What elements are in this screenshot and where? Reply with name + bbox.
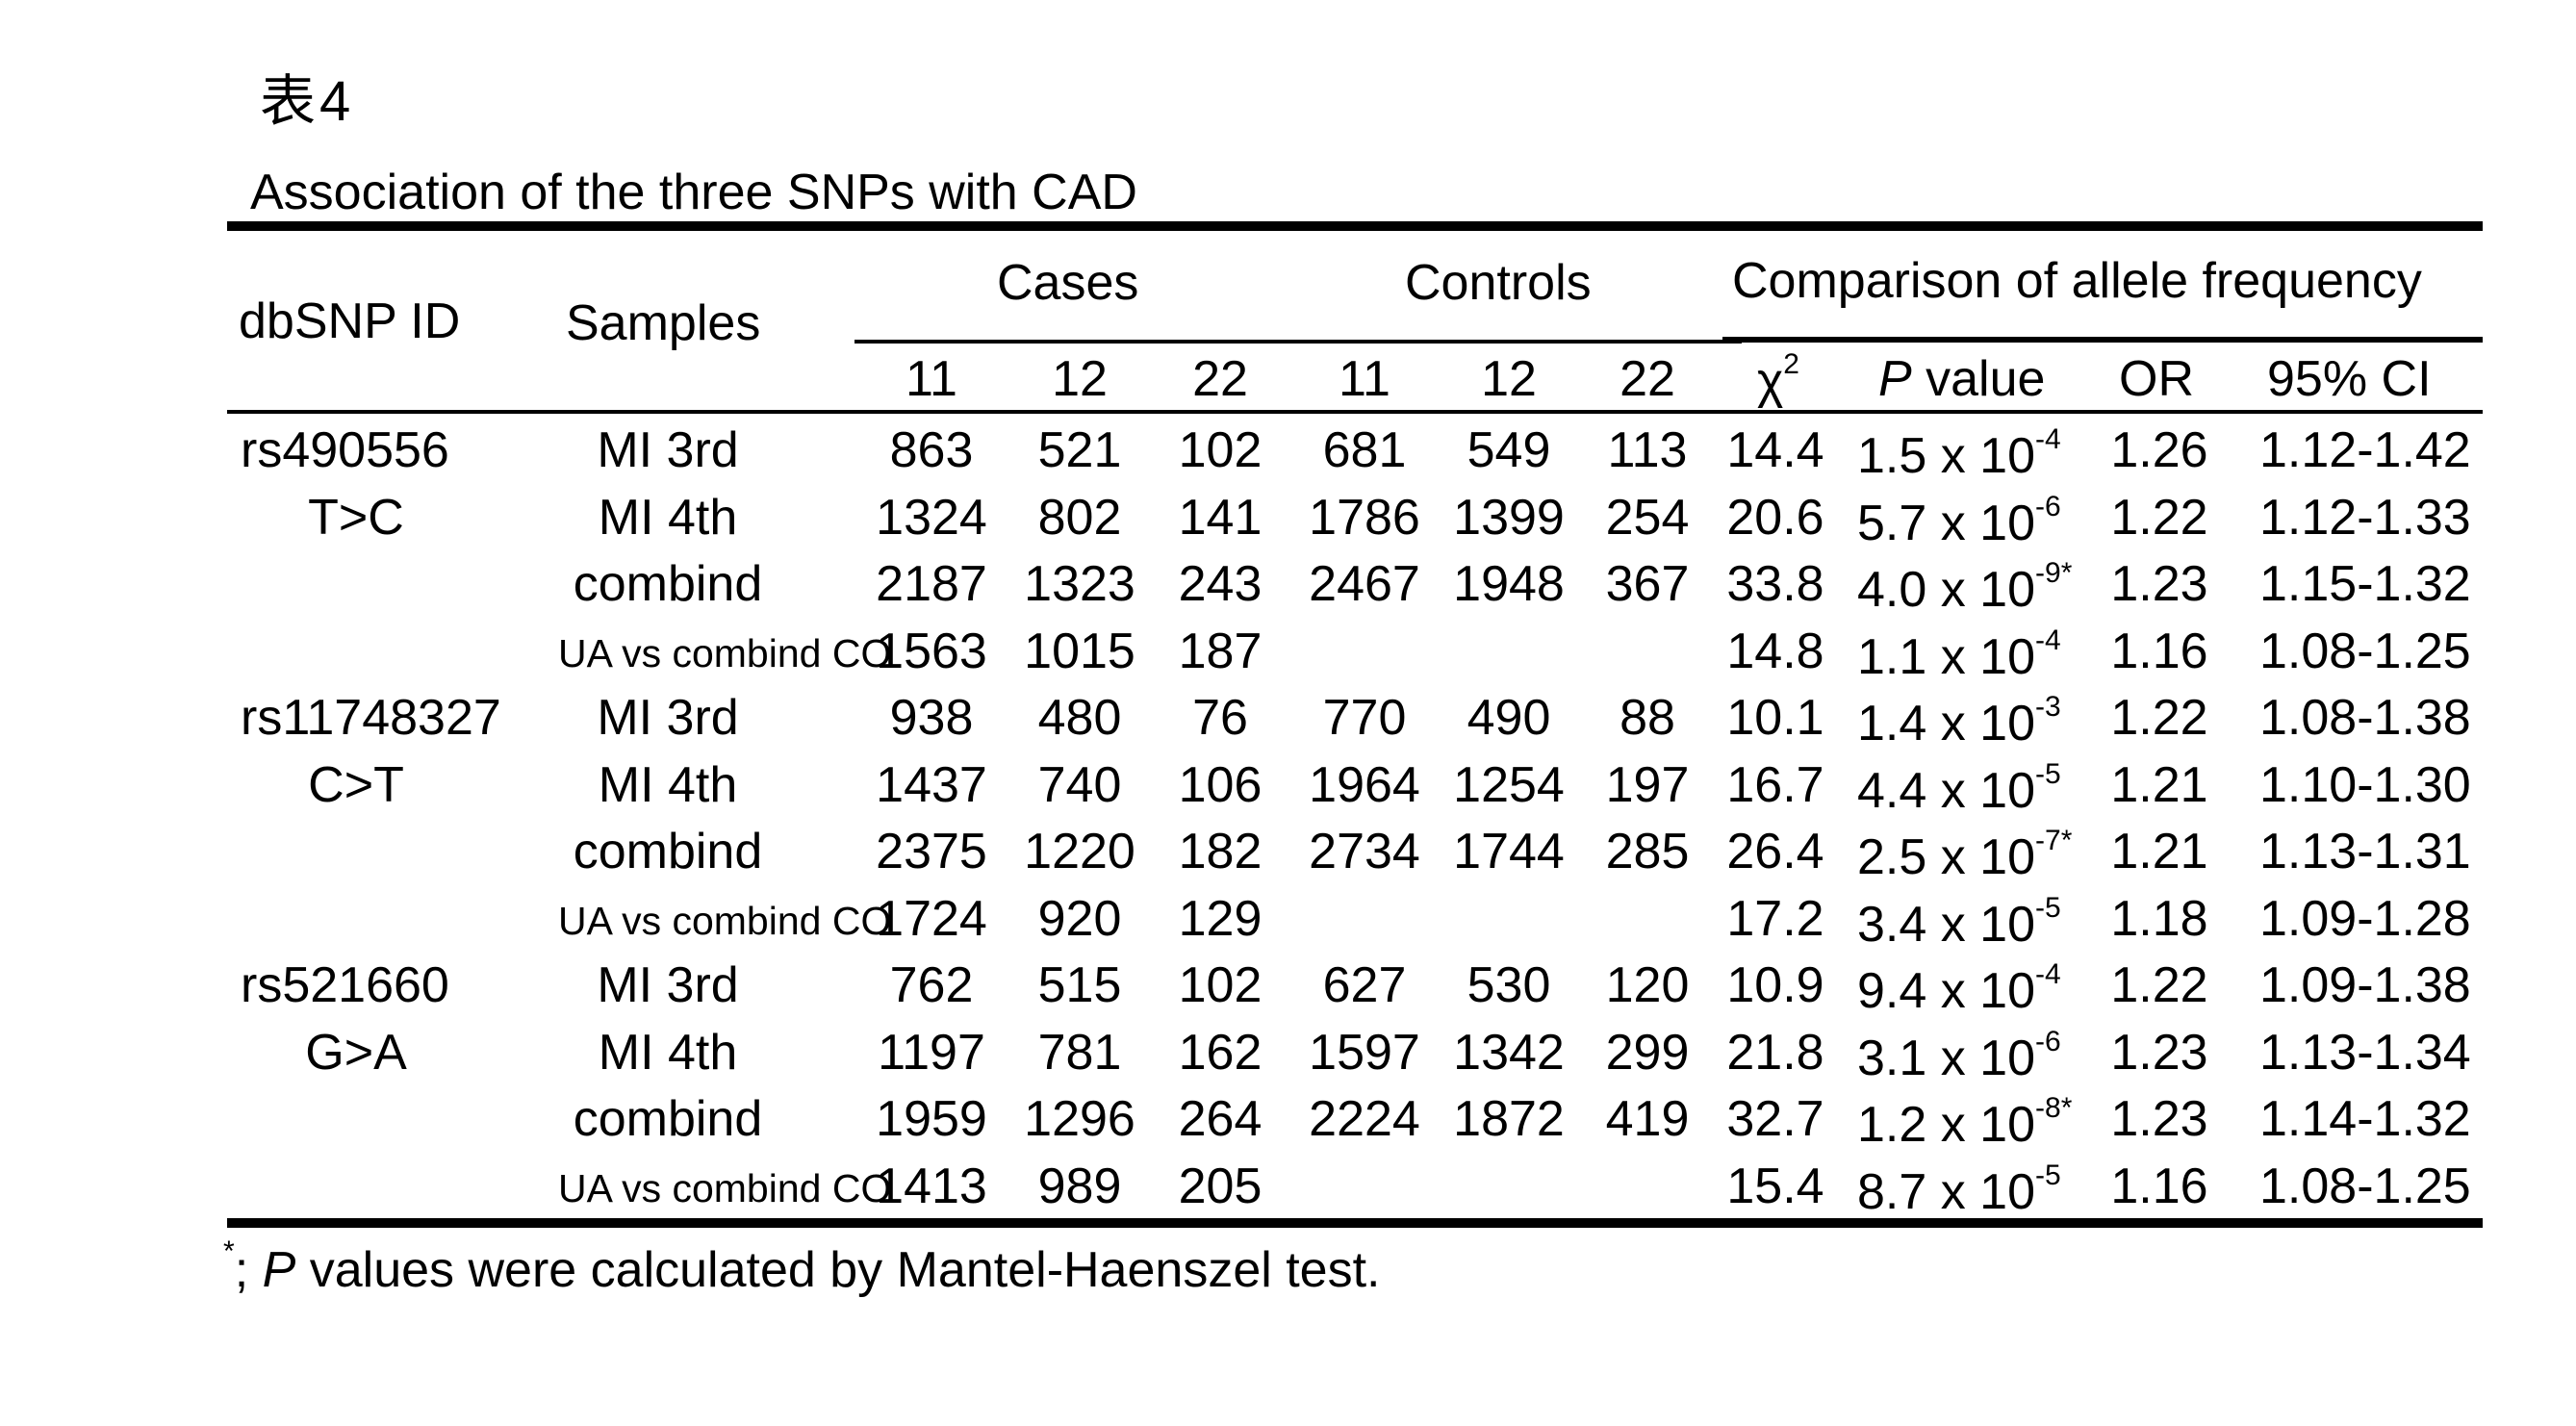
confidence-interval: 1.08-1.38 [2259,693,2452,743]
p-value: 1.5 x 10-4 [1857,431,2061,481]
snp-id: rs521660 [241,960,449,1010]
sample-label: combind [572,827,764,877]
odds-ratio: 1.26 [2063,425,2256,475]
footnote: *; P values were calculated by Mantel-Ha… [223,1241,1381,1299]
cases-count: 205 [1124,1161,1316,1211]
p-value: 9.4 x 10-4 [1857,966,2061,1016]
header-cases-11: 11 [893,354,970,404]
header-ci: 95% CI [2267,354,2432,404]
p-value: 3.1 x 10-6 [1857,1033,2061,1083]
cases-count: 129 [1124,894,1316,944]
p-value: 5.7 x 10-6 [1857,498,2061,548]
odds-ratio: 1.21 [2063,827,2256,877]
p-value: 4.4 x 10-5 [1857,766,2061,816]
header-dbsnp-id: dbSNP ID [239,296,460,346]
p-value: 8.7 x 10-5 [1857,1167,2061,1217]
chi-square-value: 32.7 [1679,1094,1872,1144]
header-comparison: Comparison of allele frequency [1732,256,2422,306]
confidence-interval: 1.13-1.34 [2259,1028,2452,1078]
chi-square-value: 17.2 [1679,894,1872,944]
sample-label: combind [572,1094,764,1144]
confidence-interval: 1.12-1.42 [2259,425,2452,475]
confidence-interval: 1.12-1.33 [2259,493,2452,543]
snp-id: rs490556 [241,425,449,475]
sample-label: UA vs combind CO [558,1169,847,1209]
confidence-interval: 1.08-1.25 [2259,626,2452,676]
confidence-interval: 1.14-1.32 [2259,1094,2452,1144]
chi-square-value: 14.4 [1679,425,1872,475]
header-controls-12: 12 [1470,354,1547,404]
confidence-interval: 1.08-1.25 [2259,1161,2452,1211]
header-controls-11: 11 [1326,354,1403,404]
p-value: 2.5 x 10-7* [1857,832,2072,882]
sample-label: MI 3rd [572,693,764,743]
chi-square-value: 10.1 [1679,693,1872,743]
odds-ratio: 1.23 [2063,1094,2256,1144]
header-cases-12: 12 [1041,354,1118,404]
odds-ratio: 1.23 [2063,1028,2256,1078]
header-cases-22: 22 [1182,354,1259,404]
sample-label: MI 4th [572,1028,764,1078]
sample-label: UA vs combind CO [558,634,847,674]
allele-change: G>A [260,1028,452,1078]
header-or: OR [2119,354,2194,404]
odds-ratio: 1.18 [2063,894,2256,944]
sample-label: MI 4th [572,493,764,543]
header-chi-square: χ2 [1757,356,1799,406]
odds-ratio: 1.22 [2063,493,2256,543]
sample-label: combind [572,559,764,609]
table-title: Association of the three SNPs with CAD [250,164,1137,221]
confidence-interval: 1.09-1.38 [2259,960,2452,1010]
chi-square-value: 14.8 [1679,626,1872,676]
odds-ratio: 1.22 [2063,960,2256,1010]
header-p-value: P value [1878,354,2045,404]
confidence-interval: 1.10-1.30 [2259,760,2452,810]
sample-label: MI 3rd [572,425,764,475]
confidence-interval: 1.09-1.28 [2259,894,2452,944]
chi-square-value: 16.7 [1679,760,1872,810]
table-label: 表4 [260,56,354,137]
allele-change: T>C [260,493,452,543]
sample-label: MI 3rd [572,960,764,1010]
chi-square-value: 10.9 [1679,960,1872,1010]
snp-id: rs11748327 [241,693,501,743]
odds-ratio: 1.21 [2063,760,2256,810]
group-header-rule [854,340,1742,344]
header-controls: Controls [1405,258,1592,308]
allele-change: C>T [260,760,452,810]
p-value: 1.4 x 10-3 [1857,699,2061,749]
chi-square-value: 20.6 [1679,493,1872,543]
confidence-interval: 1.15-1.32 [2259,559,2452,609]
p-value: 3.4 x 10-5 [1857,900,2061,950]
odds-ratio: 1.16 [2063,626,2256,676]
bottom-rule [227,1218,2483,1228]
header-controls-22: 22 [1609,354,1686,404]
cases-count: 187 [1124,626,1316,676]
odds-ratio: 1.22 [2063,693,2256,743]
p-value: 4.0 x 10-9* [1857,565,2072,615]
header-samples: Samples [566,298,760,348]
sample-label: UA vs combind CO [558,902,847,941]
confidence-interval: 1.13-1.31 [2259,827,2452,877]
chi-square-value: 26.4 [1679,827,1872,877]
sample-label: MI 4th [572,760,764,810]
top-rule [227,221,2483,231]
p-value: 1.2 x 10-8* [1857,1100,2072,1150]
p-value: 1.1 x 10-4 [1857,632,2061,682]
odds-ratio: 1.23 [2063,559,2256,609]
chi-square-value: 15.4 [1679,1161,1872,1211]
header-bottom-rule [227,410,2483,414]
chi-square-value: 33.8 [1679,559,1872,609]
chi-square-value: 21.8 [1679,1028,1872,1078]
header-cases: Cases [997,258,1138,308]
comparison-header-rule [1722,337,2483,343]
odds-ratio: 1.16 [2063,1161,2256,1211]
